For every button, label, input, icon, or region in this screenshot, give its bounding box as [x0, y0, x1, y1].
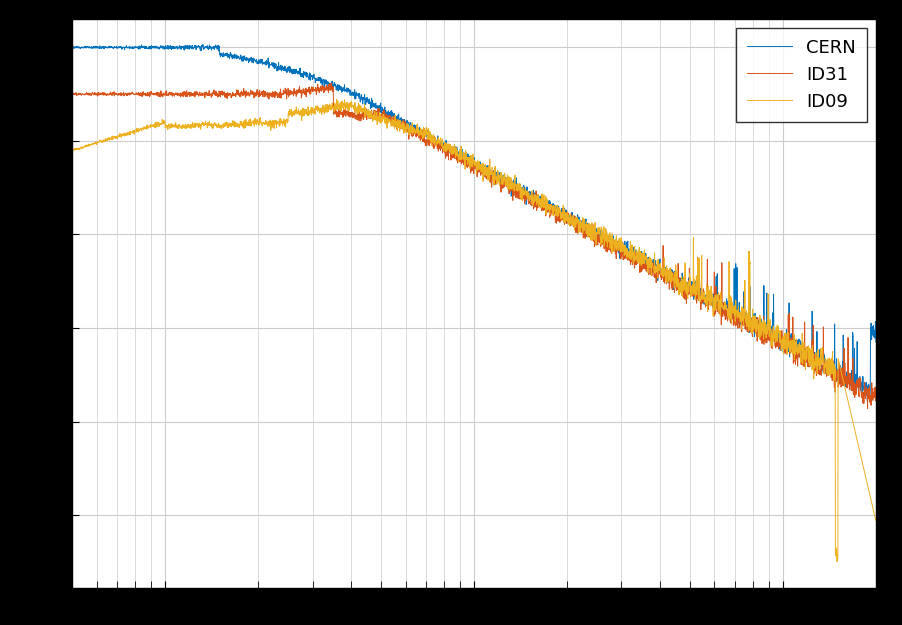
CERN	[768, 326, 778, 333]
ID09	[158, 119, 169, 126]
ID09	[410, 127, 420, 135]
ID31	[861, 405, 872, 412]
ID09	[331, 96, 342, 103]
CERN	[854, 382, 865, 390]
CERN	[207, 44, 217, 52]
ID31	[326, 79, 336, 87]
Line: ID09: ID09	[72, 99, 875, 562]
ID09	[831, 558, 842, 566]
ID09	[375, 116, 386, 123]
CERN	[861, 397, 872, 404]
ID31	[158, 91, 169, 98]
Legend: CERN, ID31, ID09: CERN, ID31, ID09	[735, 28, 866, 121]
ID31	[375, 112, 386, 119]
ID09	[206, 123, 216, 131]
CERN	[198, 41, 208, 48]
ID31	[870, 393, 880, 401]
ID31	[768, 338, 778, 345]
CERN	[67, 44, 78, 52]
ID31	[410, 131, 420, 139]
CERN	[375, 99, 386, 107]
Line: ID31: ID31	[72, 83, 875, 409]
ID31	[206, 92, 216, 99]
ID09	[768, 326, 778, 333]
ID09	[854, 451, 865, 459]
CERN	[158, 42, 169, 50]
Line: CERN: CERN	[72, 44, 875, 401]
ID31	[67, 91, 78, 98]
ID09	[67, 146, 78, 154]
ID09	[870, 518, 880, 525]
CERN	[410, 126, 420, 133]
CERN	[870, 338, 880, 346]
ID31	[854, 381, 865, 389]
